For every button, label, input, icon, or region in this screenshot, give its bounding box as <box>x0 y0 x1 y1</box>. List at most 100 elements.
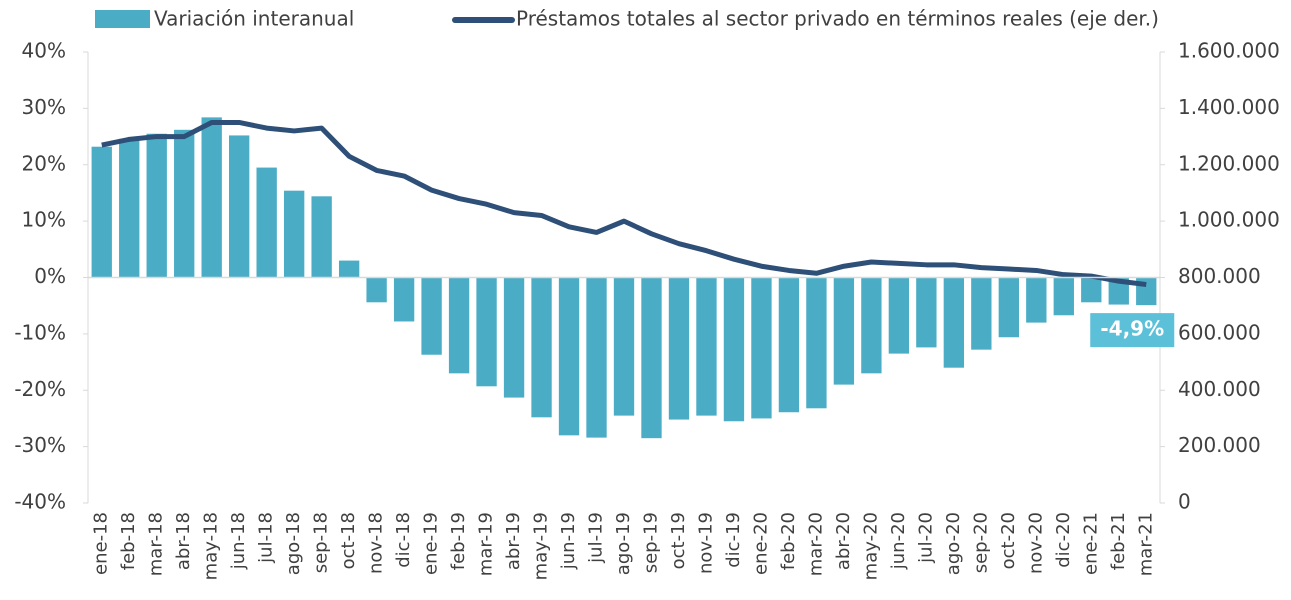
legend-label: Variación interanual <box>154 7 354 31</box>
bar <box>668 277 690 420</box>
x-tick-label: dic-18 <box>393 512 414 568</box>
y-tick-label: -10% <box>14 320 66 344</box>
y2-tick-label: 800.000 <box>1178 264 1261 288</box>
bar <box>641 277 662 439</box>
bar <box>91 146 112 278</box>
x-tick-label: mar-19 <box>476 512 497 576</box>
x-tick-label: ago-19 <box>613 512 634 575</box>
x-tick-label: ene-19 <box>421 512 442 575</box>
bar <box>558 277 580 436</box>
x-tick-label: mar-20 <box>805 512 826 576</box>
x-tick-label: oct-20 <box>998 512 1019 569</box>
bar <box>421 277 442 355</box>
bar <box>613 277 635 416</box>
y2-tick-label: 1.200.000 <box>1178 151 1280 175</box>
bar <box>476 277 497 387</box>
bar <box>916 277 937 348</box>
bar <box>723 277 745 422</box>
bar <box>229 135 250 278</box>
x-tick-label: dic-19 <box>723 512 744 568</box>
x-tick-label: jun-19 <box>558 512 579 570</box>
x-tick-label: abr-19 <box>503 512 524 570</box>
x-tick-label: feb-21 <box>1108 512 1129 570</box>
x-tick-label: jul-19 <box>586 512 607 564</box>
x-tick-label: jun-18 <box>228 512 249 570</box>
x-tick-label: sep-18 <box>311 512 332 573</box>
x-tick-label: feb-19 <box>448 512 469 570</box>
bar <box>888 277 910 354</box>
bar <box>119 138 140 278</box>
y-tick-label: 20% <box>22 151 66 175</box>
y-tick-label: -30% <box>14 433 66 457</box>
x-tick-label: ene-21 <box>1080 512 1101 575</box>
y2-tick-label: 1.600.000 <box>1178 39 1280 63</box>
y2-tick-label: 1.000.000 <box>1178 208 1280 232</box>
y2-tick-label: 200.000 <box>1178 433 1261 457</box>
x-tick-label: mar-21 <box>1135 512 1156 576</box>
bar <box>806 277 827 409</box>
x-tick-label: ago-18 <box>283 512 304 575</box>
x-tick-label: sep-19 <box>640 512 661 573</box>
bar <box>998 277 1019 338</box>
line <box>101 119 1147 288</box>
bar <box>778 277 800 413</box>
bar <box>338 260 360 278</box>
data-label-box <box>1090 313 1175 348</box>
y-tick-label: 30% <box>22 95 66 119</box>
x-tick-label: may-18 <box>201 512 222 580</box>
x-tick-label: may-20 <box>860 512 881 580</box>
y2-tick-label: 600.000 <box>1178 320 1261 344</box>
bar <box>586 277 607 438</box>
bar <box>531 277 552 418</box>
bar <box>311 196 332 278</box>
bar <box>256 167 277 278</box>
y-tick-label: -20% <box>14 377 66 401</box>
y2-tick-label: 400.000 <box>1178 377 1261 401</box>
bar <box>696 277 717 416</box>
data-label: -4,9% <box>1100 317 1164 341</box>
x-tick-label: oct-19 <box>668 512 689 569</box>
y-tick-label: 40% <box>22 39 66 63</box>
x-tick-label: abr-18 <box>173 512 194 570</box>
x-tick-label: nov-18 <box>366 512 387 574</box>
bar <box>503 277 525 398</box>
legend-label: Préstamos totales al sector privado en t… <box>516 7 1159 31</box>
x-tick-label: mar-18 <box>146 512 167 576</box>
y2-tick-label: 0 <box>1178 490 1191 514</box>
x-tick-label: ene-18 <box>91 512 112 575</box>
y-tick-label: -40% <box>14 490 66 514</box>
x-tick-label: nov-19 <box>695 512 716 574</box>
x-tick-label: ago-20 <box>943 512 964 575</box>
bar <box>366 277 387 303</box>
bar <box>201 117 222 278</box>
bar <box>393 277 415 322</box>
bar <box>146 133 167 278</box>
bar <box>174 129 195 278</box>
x-tick-label: nov-20 <box>1025 512 1046 574</box>
x-tick-label: oct-18 <box>338 512 359 569</box>
bar <box>943 277 965 368</box>
bar <box>833 277 855 385</box>
y2-tick-label: 1.400.000 <box>1178 95 1280 119</box>
x-tick-label: jun-20 <box>888 512 909 570</box>
bar <box>1053 277 1074 316</box>
bar <box>283 190 305 278</box>
bar <box>1081 277 1102 303</box>
x-tick-label: dic-20 <box>1053 512 1074 568</box>
x-tick-label: feb-18 <box>118 512 139 570</box>
bar <box>448 277 470 374</box>
x-tick-label: ene-20 <box>750 512 771 575</box>
x-tick-label: abr-20 <box>833 512 854 570</box>
y-tick-label: 0% <box>34 264 66 288</box>
bar <box>751 277 772 419</box>
x-tick-label: sep-20 <box>970 512 991 573</box>
x-tick-label: may-19 <box>531 512 552 580</box>
bar <box>1026 277 1047 323</box>
y-tick-label: 10% <box>22 208 66 232</box>
bar <box>971 277 992 350</box>
x-tick-label: jul-20 <box>915 512 936 564</box>
legend-swatch <box>95 10 150 28</box>
bar <box>861 277 882 374</box>
x-tick-label: jul-18 <box>256 512 277 564</box>
